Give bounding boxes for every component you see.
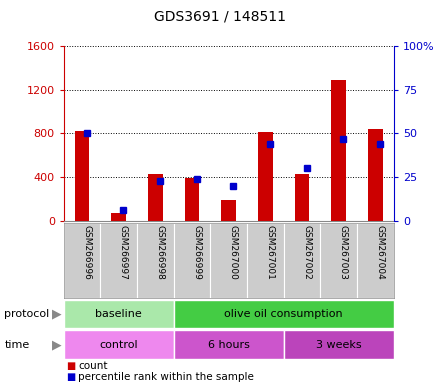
Text: ▶: ▶	[52, 338, 62, 351]
Text: protocol: protocol	[4, 309, 50, 319]
Text: 3 weeks: 3 weeks	[316, 339, 362, 350]
Text: GSM267002: GSM267002	[302, 225, 311, 280]
Bar	[284, 330, 394, 359]
Bar	[64, 330, 174, 359]
Text: ▶: ▶	[52, 308, 62, 320]
Text: GDS3691 / 148511: GDS3691 / 148511	[154, 10, 286, 23]
Bar	[284, 223, 320, 298]
Bar	[368, 129, 383, 221]
Bar	[75, 131, 89, 221]
Bar	[221, 200, 236, 221]
Text: 6 hours: 6 hours	[208, 339, 250, 350]
Bar	[174, 223, 210, 298]
Text: ■: ■	[66, 361, 75, 371]
Bar	[137, 223, 174, 298]
Bar	[295, 174, 309, 221]
Text: GSM267000: GSM267000	[229, 225, 238, 280]
Bar	[174, 330, 284, 359]
Bar	[331, 80, 346, 221]
Text: ■: ■	[66, 372, 75, 382]
Bar	[174, 300, 394, 328]
Text: GSM267004: GSM267004	[375, 225, 385, 280]
Bar	[320, 223, 357, 298]
Text: GSM266999: GSM266999	[192, 225, 201, 280]
Text: GSM267003: GSM267003	[339, 225, 348, 280]
Bar	[100, 223, 137, 298]
Text: baseline: baseline	[95, 309, 142, 319]
Bar	[148, 174, 163, 221]
Bar	[111, 213, 126, 221]
Text: time: time	[4, 339, 29, 350]
Bar	[357, 223, 394, 298]
Text: olive oil consumption: olive oil consumption	[224, 309, 343, 319]
Bar	[258, 132, 273, 221]
Bar	[247, 223, 284, 298]
Text: GSM266996: GSM266996	[82, 225, 91, 280]
Text: control: control	[99, 339, 138, 350]
Text: percentile rank within the sample: percentile rank within the sample	[78, 372, 254, 382]
Text: GSM266997: GSM266997	[119, 225, 128, 280]
Bar	[64, 300, 174, 328]
Bar	[185, 178, 199, 221]
Text: count: count	[78, 361, 108, 371]
Text: GSM266998: GSM266998	[155, 225, 165, 280]
Bar	[210, 223, 247, 298]
Text: GSM267001: GSM267001	[265, 225, 275, 280]
Bar	[64, 223, 100, 298]
